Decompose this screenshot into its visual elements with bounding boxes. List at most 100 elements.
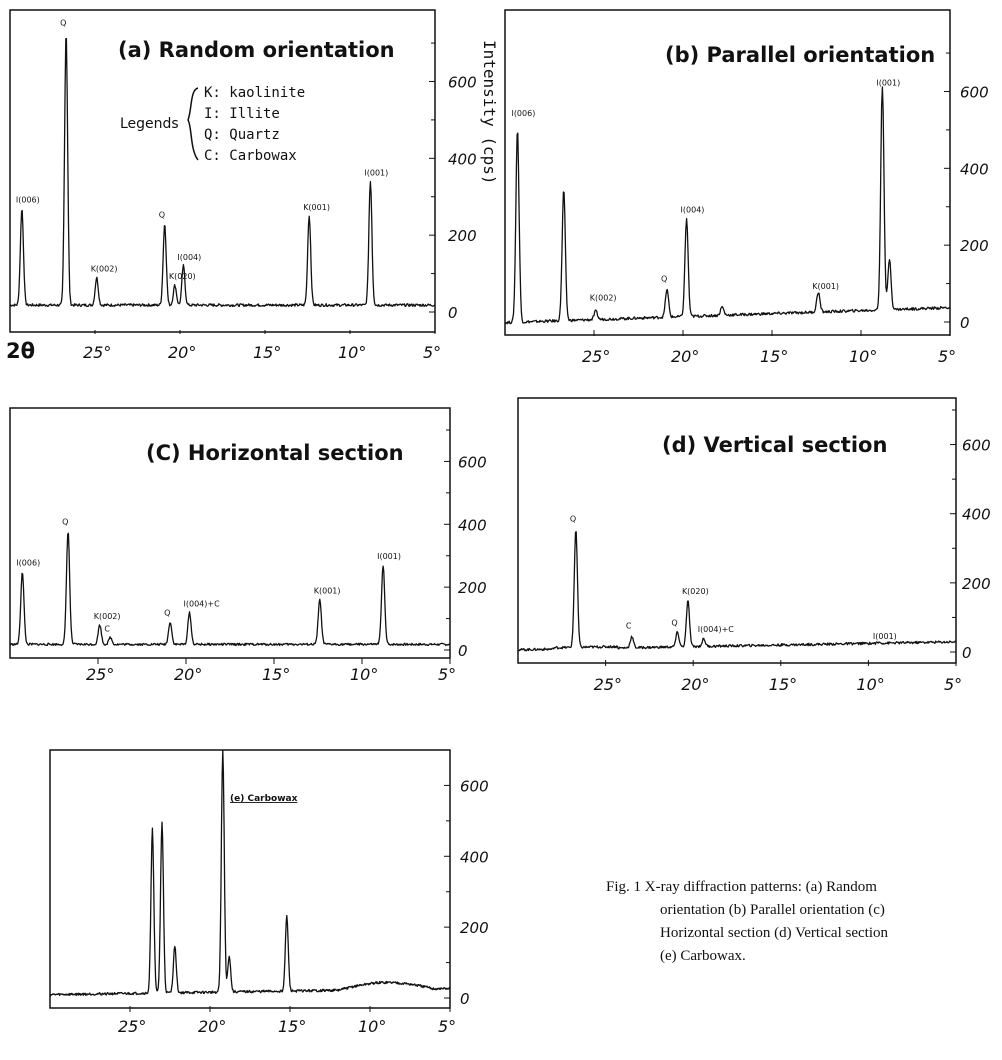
x-tick-label-d-0: 25° bbox=[594, 675, 622, 694]
caption-line-3: Horizontal section (d) Vertical section bbox=[660, 925, 888, 941]
legend-brace bbox=[187, 87, 199, 161]
x-tick-label-c-3: 10° bbox=[350, 665, 378, 684]
panel-b-frame bbox=[504, 9, 951, 336]
x-tick-label-d-3: 10° bbox=[856, 675, 884, 694]
legend-item-q: Q: Quartz bbox=[204, 127, 280, 143]
caption-line-1: Fig. 1 X-ray diffraction patterns: (a) R… bbox=[606, 879, 877, 895]
y-tick-label-a-1: 200 bbox=[448, 227, 477, 245]
y-tick-label-b-0: 0 bbox=[960, 314, 970, 332]
y-tick-label-a-3: 600 bbox=[448, 73, 477, 91]
x-tick-label-b-3: 10° bbox=[849, 347, 877, 366]
panel-b-title: (b) Parallel orientation bbox=[665, 43, 935, 67]
y-tick-label-a-0: 0 bbox=[448, 304, 458, 322]
x-tick-label-e-2: 15° bbox=[278, 1017, 306, 1036]
y-tick-label-c-3: 600 bbox=[458, 453, 487, 471]
legend: Legends K: kaolinite I: Illite Q: Quartz… bbox=[120, 85, 305, 164]
peak-label-a-3: Q bbox=[159, 211, 165, 220]
y-tick-label-c-0: 0 bbox=[458, 642, 468, 660]
y-tick-label-b-1: 200 bbox=[960, 237, 989, 255]
x-tick-label-a-4: 5° bbox=[423, 343, 441, 362]
panel-d-frame bbox=[517, 397, 957, 664]
y-tick-label-a-2: 400 bbox=[448, 150, 477, 168]
x-tick-label-c-2: 15° bbox=[262, 665, 290, 684]
x-tick-label-a-1: 20° bbox=[168, 343, 196, 362]
y-tick-label-d-0: 0 bbox=[962, 644, 972, 662]
caption-line-4: (e) Carbowax. bbox=[660, 948, 746, 964]
peak-label-b-6: K(001) bbox=[812, 282, 839, 291]
y-tick-label-d-3: 600 bbox=[962, 437, 991, 455]
peak-label-b-3: Q bbox=[661, 274, 667, 283]
peak-label-c-5: I(004)+C bbox=[184, 599, 221, 608]
panel-d-title: (d) Vertical section bbox=[662, 433, 887, 457]
x-tick-label-a-0: 25° bbox=[83, 343, 111, 362]
peak-label-a-4: K(020) bbox=[169, 272, 196, 281]
x-tick-label-e-1: 20° bbox=[198, 1017, 226, 1036]
peak-label-b-2: K(002) bbox=[590, 294, 617, 303]
panel-e-frame bbox=[49, 749, 451, 1009]
peak-label-d-5: I(001) bbox=[873, 632, 897, 641]
panel-c-frame bbox=[9, 407, 451, 659]
peak-label-a-6: K(001) bbox=[303, 203, 330, 212]
peak-label-c-7: I(001) bbox=[377, 552, 401, 561]
x-tick-label-a-3: 10° bbox=[338, 343, 366, 362]
peak-label-d-4: I(004)+C bbox=[698, 625, 735, 634]
peak-label-c-2: K(002) bbox=[94, 612, 121, 621]
trace-series-e bbox=[49, 749, 451, 997]
y-tick-label-e-0: 0 bbox=[460, 990, 470, 1008]
x-tick-label-c-4: 5° bbox=[438, 665, 456, 684]
trace-series-b bbox=[504, 86, 951, 325]
peak-label-d-1: C bbox=[626, 622, 632, 631]
y-tick-label-c-1: 200 bbox=[458, 579, 487, 597]
x-tick-label-d-2: 15° bbox=[769, 675, 797, 694]
y-tick-label-b-3: 600 bbox=[960, 83, 989, 101]
y-tick-label-d-1: 200 bbox=[962, 575, 991, 593]
legend-title: Legends bbox=[120, 116, 179, 132]
figure-caption: Fig. 1 X-ray diffraction patterns: (a) R… bbox=[606, 879, 888, 964]
traces-group bbox=[9, 37, 957, 997]
peak-labels-group: I(006) Q K(002) Q K(020) I(004) K(001) I(001) I(… bbox=[16, 19, 900, 642]
x-tick-label-e-3: 10° bbox=[358, 1017, 386, 1036]
trace-series-a bbox=[9, 37, 436, 308]
peak-label-b-4: I(004) bbox=[681, 205, 705, 214]
caption-line-2: orientation (b) Parallel orientation (c) bbox=[660, 902, 885, 918]
peak-label-b-7: I(001) bbox=[876, 78, 900, 87]
peak-label-b-0: I(006) bbox=[511, 109, 535, 118]
x-tick-label-c-1: 20° bbox=[174, 665, 202, 684]
legend-item-c: C: Carbowax bbox=[204, 148, 297, 164]
panel-c-title: (C) Horizontal section bbox=[146, 441, 404, 465]
trace-series-c bbox=[9, 532, 451, 647]
peak-label-a-1: Q bbox=[60, 19, 66, 28]
x-tick-label-b-2: 15° bbox=[760, 347, 788, 366]
panel-a-frame bbox=[9, 9, 436, 333]
y-tick-label-e-2: 400 bbox=[460, 848, 489, 866]
y-axis-title: Intensity (cps) bbox=[480, 40, 499, 185]
peak-label-d-3: K(020) bbox=[682, 587, 709, 596]
peak-label-a-2: K(002) bbox=[91, 264, 118, 273]
peak-label-c-6: K(001) bbox=[314, 587, 341, 596]
peak-label-a-0: I(006) bbox=[16, 195, 40, 204]
peak-label-c-3: C bbox=[104, 624, 110, 633]
peak-label-d-2: Q bbox=[671, 618, 677, 627]
peak-label-c-0: I(006) bbox=[16, 558, 40, 567]
x-axis-symbol: 2θ bbox=[6, 339, 35, 363]
x-tick-label-e-4: 5° bbox=[438, 1017, 456, 1036]
x-tick-label-d-4: 5° bbox=[944, 675, 962, 694]
x-tick-label-c-0: 25° bbox=[86, 665, 114, 684]
y-tick-label-b-2: 400 bbox=[960, 160, 989, 178]
x-tick-label-a-2: 15° bbox=[253, 343, 281, 362]
x-tick-label-e-0: 25° bbox=[118, 1017, 146, 1036]
legend-item-i: I: Illite bbox=[204, 106, 280, 122]
panel-e-title: (e) Carbowax bbox=[230, 794, 298, 804]
x-tick-label-d-1: 20° bbox=[681, 675, 709, 694]
peak-label-a-5: I(004) bbox=[177, 253, 201, 262]
x-tick-label-b-4: 5° bbox=[938, 347, 956, 366]
trace-series-d bbox=[517, 531, 957, 652]
peak-label-a-7: I(001) bbox=[364, 168, 388, 177]
panel-a-title: (a) Random orientation bbox=[118, 38, 395, 62]
peak-label-c-4: Q bbox=[164, 609, 170, 618]
peak-label-d-0: Q bbox=[570, 515, 576, 524]
y-tick-label-d-2: 400 bbox=[962, 506, 991, 524]
legend-item-k: K: kaolinite bbox=[204, 85, 305, 101]
